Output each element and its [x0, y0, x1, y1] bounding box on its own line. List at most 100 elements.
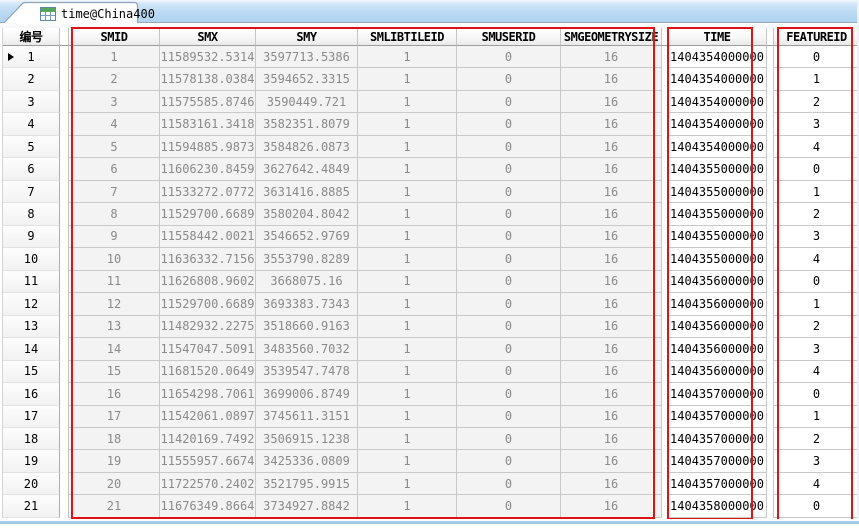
cell-time[interactable]: 1404357000000	[668, 383, 767, 406]
cell-time[interactable]: 1404354000000	[668, 68, 767, 91]
cell-featureid[interactable]: 2	[774, 90, 859, 114]
cell-featureid[interactable]: 3	[774, 450, 859, 473]
cell-smy[interactable]: 3734927.8842	[256, 495, 358, 518]
cell-time[interactable]: 1404356000000	[668, 270, 767, 294]
cell-smlibtileid[interactable]: 1	[358, 270, 457, 294]
cell-smy[interactable]: 3539547.7478	[256, 360, 358, 384]
row-header[interactable]: 12	[3, 293, 60, 316]
cell-smgeometrysize[interactable]: 16	[561, 248, 662, 271]
cell-smx[interactable]: 11606230.8459	[160, 158, 256, 181]
cell-smy[interactable]: 3518660.9163	[256, 315, 358, 339]
column-header-smlibtileid[interactable]: SMLIBTILEID	[358, 28, 457, 46]
cell-featureid[interactable]: 1	[774, 405, 859, 428]
row-header[interactable]: 16	[3, 383, 60, 406]
row-number-column-header[interactable]: 编号	[3, 28, 60, 46]
cell-smuserid[interactable]: 0	[457, 270, 561, 294]
cell-smuserid[interactable]: 0	[457, 203, 561, 226]
cell-smy[interactable]: 3582351.8079	[256, 113, 358, 136]
cell-smid[interactable]: 11	[69, 270, 160, 294]
cell-smlibtileid[interactable]: 1	[358, 472, 457, 496]
column-header-smuserid[interactable]: SMUSERID	[457, 28, 561, 46]
cell-smy[interactable]: 3590449.721	[256, 90, 358, 114]
cell-smid[interactable]: 2	[69, 68, 160, 91]
tab-time-china400[interactable]: time@China400	[12, 2, 155, 22]
cell-smlibtileid[interactable]: 1	[358, 180, 457, 204]
column-header-featureid[interactable]: FEATUREID	[774, 28, 859, 46]
cell-smid[interactable]: 12	[69, 293, 160, 316]
cell-smx[interactable]: 11626808.9602	[160, 270, 256, 294]
cell-smx[interactable]: 11420169.7492	[160, 427, 256, 451]
cell-smy[interactable]: 3745611.3151	[256, 405, 358, 428]
cell-smlibtileid[interactable]: 1	[358, 427, 457, 451]
cell-featureid[interactable]: 2	[774, 203, 859, 226]
cell-smlibtileid[interactable]: 1	[358, 90, 457, 114]
cell-smid[interactable]: 10	[69, 248, 160, 271]
cell-featureid[interactable]: 4	[774, 248, 859, 271]
cell-smx[interactable]: 11636332.7156	[160, 248, 256, 271]
cell-smlibtileid[interactable]: 1	[358, 225, 457, 249]
cell-smuserid[interactable]: 0	[457, 427, 561, 451]
cell-smgeometrysize[interactable]: 16	[561, 383, 662, 406]
cell-smlibtileid[interactable]: 1	[358, 113, 457, 136]
cell-smx[interactable]: 11578138.0384	[160, 68, 256, 91]
cell-smuserid[interactable]: 0	[457, 495, 561, 518]
cell-smgeometrysize[interactable]: 16	[561, 180, 662, 204]
row-header[interactable]: 1	[3, 46, 60, 69]
cell-smid[interactable]: 9	[69, 225, 160, 249]
row-header[interactable]: 7	[3, 180, 60, 204]
cell-smy[interactable]: 3425336.0809	[256, 450, 358, 473]
cell-smgeometrysize[interactable]: 16	[561, 90, 662, 114]
cell-smgeometrysize[interactable]: 16	[561, 225, 662, 249]
cell-smx[interactable]: 11547047.5091	[160, 338, 256, 361]
cell-smx[interactable]: 11482932.2275	[160, 315, 256, 339]
cell-smuserid[interactable]: 0	[457, 293, 561, 316]
cell-smuserid[interactable]: 0	[457, 472, 561, 496]
cell-smgeometrysize[interactable]: 16	[561, 427, 662, 451]
cell-smid[interactable]: 3	[69, 90, 160, 114]
row-header[interactable]: 10	[3, 248, 60, 271]
cell-smgeometrysize[interactable]: 16	[561, 113, 662, 136]
cell-smlibtileid[interactable]: 1	[358, 203, 457, 226]
cell-smid[interactable]: 6	[69, 158, 160, 181]
cell-smx[interactable]: 11681520.0649	[160, 360, 256, 384]
row-header[interactable]: 5	[3, 135, 60, 159]
cell-time[interactable]: 1404356000000	[668, 338, 767, 361]
cell-smid[interactable]: 13	[69, 315, 160, 339]
cell-time[interactable]: 1404358000000	[668, 495, 767, 518]
cell-smy[interactable]: 3584826.0873	[256, 135, 358, 159]
cell-featureid[interactable]: 4	[774, 135, 859, 159]
cell-smy[interactable]: 3553790.8289	[256, 248, 358, 271]
cell-smuserid[interactable]: 0	[457, 405, 561, 428]
column-header-smgeometrysize[interactable]: SMGEOMETRYSIZE	[561, 28, 662, 46]
cell-smgeometrysize[interactable]: 16	[561, 68, 662, 91]
cell-smuserid[interactable]: 0	[457, 135, 561, 159]
cell-time[interactable]: 1404354000000	[668, 90, 767, 114]
cell-time[interactable]: 1404355000000	[668, 180, 767, 204]
cell-featureid[interactable]: 3	[774, 338, 859, 361]
cell-smuserid[interactable]: 0	[457, 180, 561, 204]
cell-featureid[interactable]: 0	[774, 383, 859, 406]
cell-smuserid[interactable]: 0	[457, 248, 561, 271]
column-header-smx[interactable]: SMX	[160, 28, 256, 46]
cell-smlibtileid[interactable]: 1	[358, 248, 457, 271]
cell-smy[interactable]: 3597713.5386	[256, 46, 358, 69]
cell-featureid[interactable]: 4	[774, 472, 859, 496]
column-header-smy[interactable]: SMY	[256, 28, 358, 46]
cell-smy[interactable]: 3693383.7343	[256, 293, 358, 316]
cell-smgeometrysize[interactable]: 16	[561, 472, 662, 496]
cell-smx[interactable]: 11558442.0021	[160, 225, 256, 249]
row-header[interactable]: 9	[3, 225, 60, 249]
cell-smgeometrysize[interactable]: 16	[561, 405, 662, 428]
cell-smid[interactable]: 20	[69, 472, 160, 496]
cell-smx[interactable]: 11542061.0897	[160, 405, 256, 428]
cell-smy[interactable]: 3627642.4849	[256, 158, 358, 181]
row-header[interactable]: 14	[3, 338, 60, 361]
cell-featureid[interactable]: 3	[774, 113, 859, 136]
cell-smy[interactable]: 3594652.3315	[256, 68, 358, 91]
cell-time[interactable]: 1404356000000	[668, 360, 767, 384]
cell-smlibtileid[interactable]: 1	[358, 315, 457, 339]
cell-time[interactable]: 1404356000000	[668, 315, 767, 339]
cell-smuserid[interactable]: 0	[457, 225, 561, 249]
cell-smgeometrysize[interactable]: 16	[561, 46, 662, 69]
cell-smid[interactable]: 14	[69, 338, 160, 361]
